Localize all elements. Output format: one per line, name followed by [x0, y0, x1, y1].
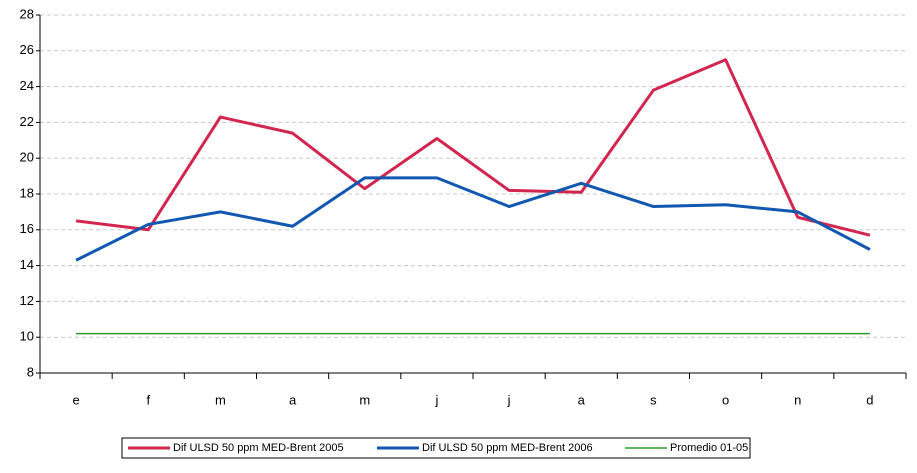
legend-label: Dif ULSD 50 ppm MED-Brent 2005 — [173, 442, 344, 454]
legend-box — [121, 437, 751, 459]
legend-label: Promedio 01-05 — [670, 442, 748, 454]
y-tick-label: 18 — [20, 185, 34, 200]
y-tick-label: 8 — [27, 364, 34, 379]
y-tick-label: 26 — [20, 42, 34, 57]
y-tick-label: 14 — [20, 257, 34, 272]
x-tick-label: j — [434, 392, 438, 407]
x-tick-label: j — [507, 392, 511, 407]
y-tick-label: 28 — [20, 6, 34, 21]
y-tick-label: 20 — [20, 150, 34, 165]
y-tick-label: 16 — [20, 221, 34, 236]
x-tick-label: a — [289, 392, 297, 407]
x-tick-label: e — [72, 392, 79, 407]
y-tick-label: 10 — [20, 329, 34, 344]
legend-label: Dif ULSD 50 ppm MED-Brent 2006 — [422, 442, 593, 454]
x-tick-label: d — [866, 392, 873, 407]
x-tick-label: m — [215, 392, 226, 407]
x-tick-label: n — [794, 392, 801, 407]
series-line — [75, 58, 871, 237]
series-line — [75, 176, 871, 262]
y-tick-label: 22 — [20, 114, 34, 129]
y-tick-label: 24 — [20, 78, 34, 93]
x-tick-label: o — [722, 392, 729, 407]
legend: Dif ULSD 50 ppm MED-Brent 2005 Dif ULSD 5… — [121, 437, 751, 459]
x-tick-label: a — [578, 392, 586, 407]
x-tick-label: s — [650, 392, 657, 407]
y-tick-label: 12 — [20, 293, 34, 308]
x-tick-label: f — [146, 392, 150, 407]
x-tick-label: m — [359, 392, 370, 407]
